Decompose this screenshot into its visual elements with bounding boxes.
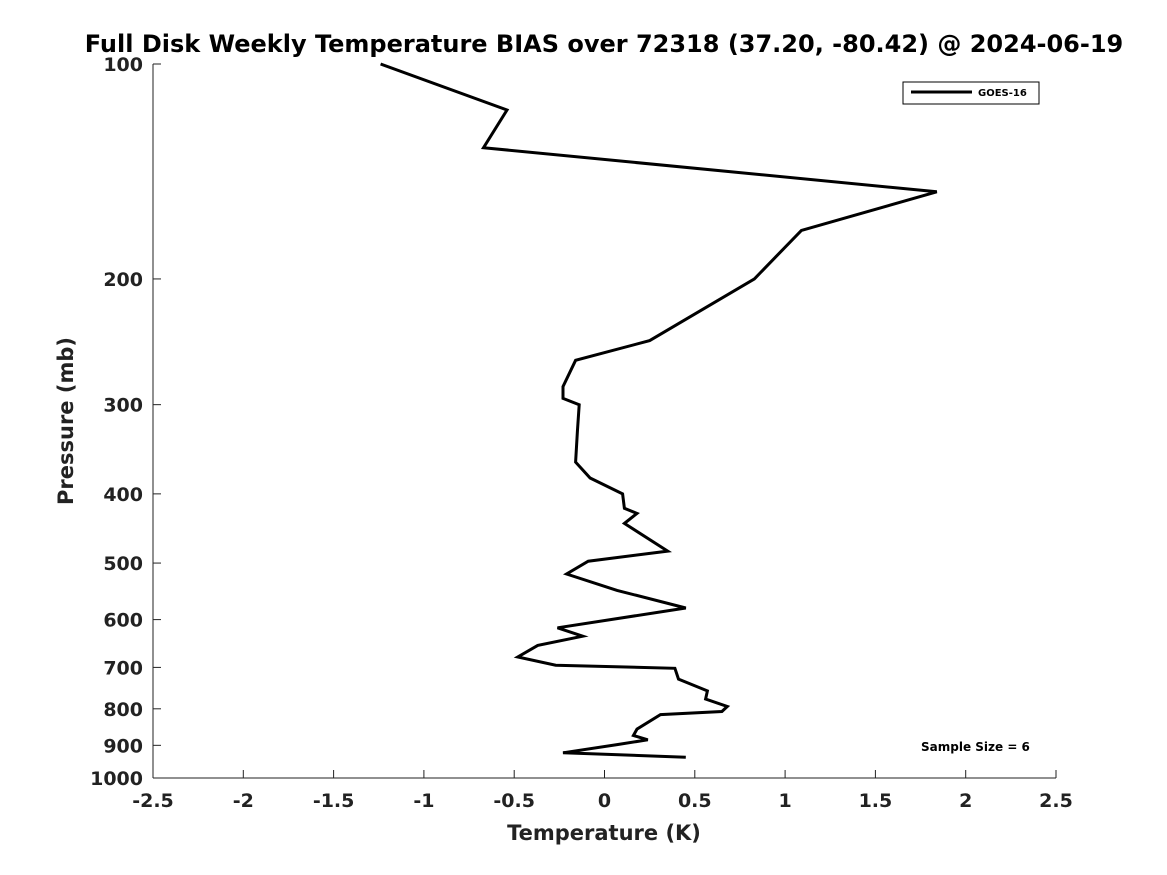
x-tick-label: 0.5 — [678, 790, 712, 812]
x-tick-label: 1.5 — [859, 790, 893, 812]
y-tick-label: 300 — [103, 395, 143, 417]
y-tick-label: 900 — [103, 735, 143, 757]
x-tick-label: -0.5 — [493, 790, 535, 812]
x-tick-label: -1.5 — [313, 790, 355, 812]
legend: GOES-16 — [902, 81, 1040, 105]
y-tick-label: 100 — [103, 54, 143, 76]
y-tick-label: 600 — [103, 610, 143, 632]
y-tick-label: 500 — [103, 553, 143, 575]
x-tick-label: 0 — [598, 790, 611, 812]
sample-size-annotation: Sample Size = 6 — [921, 740, 1030, 754]
x-axis-label: Temperature (K) — [507, 821, 701, 845]
x-tick-label: -1 — [413, 790, 434, 812]
y-axis-label: Pressure (mb) — [54, 337, 78, 505]
chart-title: Full Disk Weekly Temperature BIAS over 7… — [85, 30, 1124, 58]
x-tick-label: -2 — [233, 790, 254, 812]
x-tick-label: 2.5 — [1039, 790, 1073, 812]
y-tick-label: 400 — [103, 484, 143, 506]
x-tick-label: 1 — [778, 790, 791, 812]
x-tick-label: 2 — [959, 790, 972, 812]
y-tick-label: 1000 — [90, 768, 143, 790]
legend-label-goes-16: GOES-16 — [978, 88, 1027, 99]
y-tick-label: 700 — [103, 657, 143, 679]
x-axis-ticks: -2.5 -2 -1.5 -1 -0.5 0 0.5 1 1.5 2 2.5 — [132, 770, 1073, 812]
y-axis-ticks: 100 200 300 400 500 600 700 800 900 1000 — [90, 54, 161, 790]
y-tick-label: 800 — [103, 699, 143, 721]
x-tick-label: -2.5 — [132, 790, 174, 812]
y-tick-label: 200 — [103, 269, 143, 291]
plot-area: -2.5 -2 -1.5 -1 -0.5 0 0.5 1 1.5 2 2.5 100 200 300 40… — [90, 54, 1073, 812]
series-line-goes-16 — [380, 62, 938, 759]
